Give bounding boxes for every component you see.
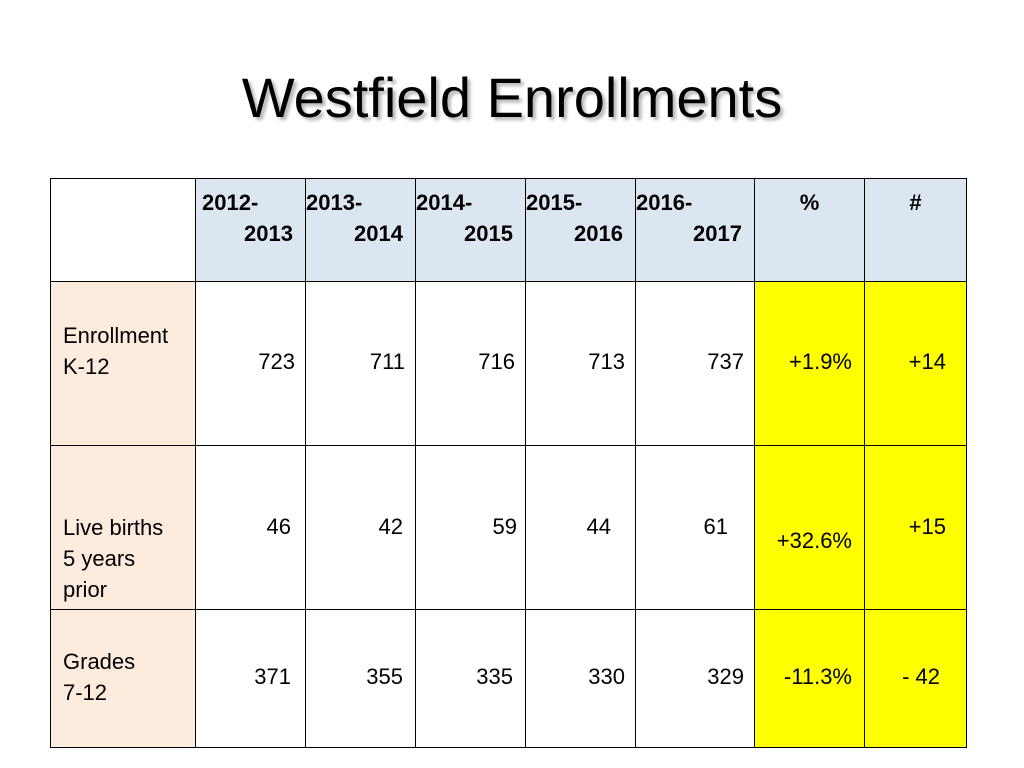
column-header-bottom: 2013 [244,221,293,246]
cell-value: 61 [703,514,728,539]
table-cell: 355 [305,609,416,748]
column-header-bottom: 2017 [693,221,742,246]
row-label-enrollment: Enrollment K-12 [50,281,196,446]
cell-value: 713 [588,349,625,374]
row-label-line: 7-12 [63,680,108,705]
percent-change-cell: +1.9% [754,281,865,446]
row-label-line: 5 years [63,546,136,571]
table-row-live-births: Live births 5 years prior 46 42 59 44 61… [50,445,967,610]
cell-value: 335 [476,664,513,689]
column-header-bottom: 2016 [574,221,623,246]
percent-change-cell: -11.3% [754,609,865,748]
percent-change-value: +32.6% [776,528,852,553]
table-row-enrollment: Enrollment K-12 723 711 716 713 737 +1.9… [50,281,967,446]
cell-value: 723 [258,349,295,374]
table-cell: 713 [525,281,636,446]
row-label-line: Live births [63,515,164,540]
table-cell: 42 [305,445,416,610]
column-header-top: 2015- [526,190,583,215]
cell-value: 737 [707,349,744,374]
slide-title: Westfield Enrollments [241,66,783,129]
column-header-top: 2016- [636,190,693,215]
row-label-line: Enrollment [63,323,169,348]
column-header-2015-2016: 2015- 2016 [525,178,636,282]
cell-value: 711 [369,349,405,374]
column-header-2016-2017: 2016- 2017 [635,178,755,282]
table-cell: 371 [195,609,306,748]
count-header-label: # [909,190,922,215]
row-label-line: Grades [63,649,136,674]
column-header-bottom: 2014 [354,221,403,246]
column-header-bottom: 2015 [464,221,513,246]
cell-value: 716 [478,349,515,374]
cell-value: 42 [378,514,403,539]
cell-value: 46 [266,514,291,539]
percent-header-label: % [799,190,820,215]
table-cell: 737 [635,281,755,446]
column-header-percent: % [754,178,865,282]
table-cell: 330 [525,609,636,748]
row-label-line: K-12 [63,354,110,379]
cell-value: 44 [586,514,611,539]
cell-value: 59 [492,514,517,539]
table-cell: 44 [525,445,636,610]
column-header-top: 2013- [306,190,363,215]
column-header-count: # [864,178,967,282]
count-change-value: - 42 [902,664,940,689]
column-header-top: 2012- [202,190,259,215]
table-cell: 59 [415,445,526,610]
column-header-2013-2014: 2013- 2014 [305,178,416,282]
table-cell: 716 [415,281,526,446]
percent-change-cell: +32.6% [754,445,865,610]
table-cell: 61 [635,445,755,610]
cell-value: 329 [707,664,744,689]
corner-cell [50,178,196,282]
table-cell: 46 [195,445,306,610]
table-cell: 329 [635,609,755,748]
table-row-grades: Grades 7-12 371 355 335 330 329 -11.3% -… [50,609,967,748]
column-header-top: 2014- [416,190,473,215]
cell-value: 330 [588,664,625,689]
count-change-value: +15 [908,514,946,539]
row-label-line: prior [63,577,108,602]
count-change-cell: - 42 [864,609,967,748]
table-cell: 335 [415,609,526,748]
table-cell: 723 [195,281,306,446]
percent-change-value: -11.3% [783,664,852,689]
cell-value: 355 [366,664,403,689]
enrollment-table: 2012- 2013 2013- 2014 2014- 2015 2015- [50,178,967,748]
table-cell: 711 [305,281,416,446]
column-header-2014-2015: 2014- 2015 [415,178,526,282]
count-change-cell: +15 [864,445,967,610]
row-label-live-births: Live births 5 years prior [50,445,196,610]
row-label-grades: Grades 7-12 [50,609,196,748]
column-header-2012-2013: 2012- 2013 [195,178,306,282]
header-row: 2012- 2013 2013- 2014 2014- 2015 2015- [50,178,967,282]
cell-value: 371 [254,664,291,689]
count-change-value: +14 [908,349,946,374]
count-change-cell: +14 [864,281,967,446]
percent-change-value: +1.9% [789,349,852,374]
